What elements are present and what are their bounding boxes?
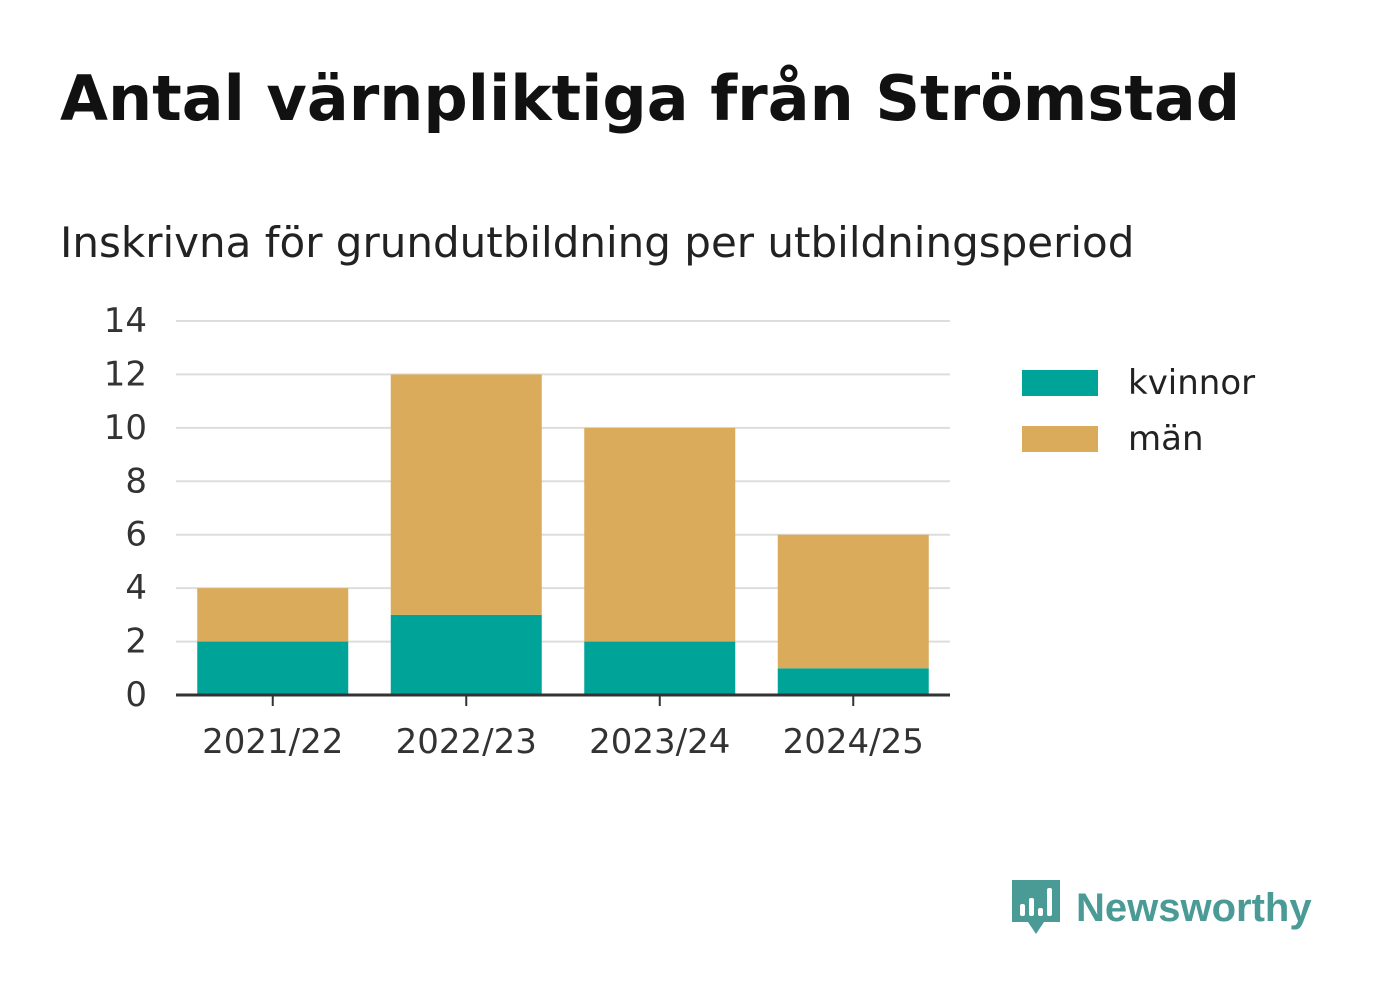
x-tick-label-2023-24: 2023/24 — [589, 722, 730, 762]
x-tick-label-2021-22: 2021/22 — [202, 722, 343, 762]
bar-kvinnor-2021-22 — [197, 641, 349, 695]
brand-name: Newsworthy — [1076, 885, 1312, 930]
bar-kvinnor-2024-25 — [777, 668, 929, 695]
bar-man-2023-24 — [584, 427, 736, 642]
legend-swatch-man — [1022, 426, 1098, 452]
y-tick-label-6: 6 — [125, 515, 147, 555]
bar-kvinnor-2022-23 — [390, 614, 542, 695]
legend-item-man: män — [1022, 411, 1255, 467]
bar-kvinnor-2023-24 — [584, 641, 736, 695]
y-tick-label-2: 2 — [125, 622, 147, 662]
chart-title: Antal värnpliktiga från Strömstad — [60, 62, 1241, 135]
y-tick-label-4: 4 — [125, 568, 147, 608]
y-tick-label-12: 12 — [104, 354, 147, 394]
legend-label-man: män — [1128, 419, 1204, 459]
x-tick-label-2024-25: 2024/25 — [783, 722, 924, 762]
bar-man-2021-22 — [197, 588, 349, 642]
bar-man-2024-25 — [777, 534, 929, 669]
y-tick-label-0: 0 — [125, 675, 147, 715]
brand-logo: Newsworthy — [1010, 878, 1312, 938]
x-tick-label-2022-23: 2022/23 — [396, 722, 537, 762]
y-tick-label-14: 14 — [104, 301, 147, 341]
newsworthy-logo-icon — [1012, 880, 1060, 934]
y-tick-label-10: 10 — [104, 408, 147, 448]
legend-swatch-kvinnor — [1022, 370, 1098, 396]
bar-man-2022-23 — [390, 374, 542, 615]
legend-item-kvinnor: kvinnor — [1022, 355, 1255, 411]
y-tick-label-8: 8 — [125, 461, 147, 501]
chart-subtitle: Inskrivna för grundutbildning per utbild… — [60, 218, 1135, 267]
legend-label-kvinnor: kvinnor — [1128, 363, 1256, 403]
chart-legend: kvinnor män — [1022, 355, 1255, 467]
